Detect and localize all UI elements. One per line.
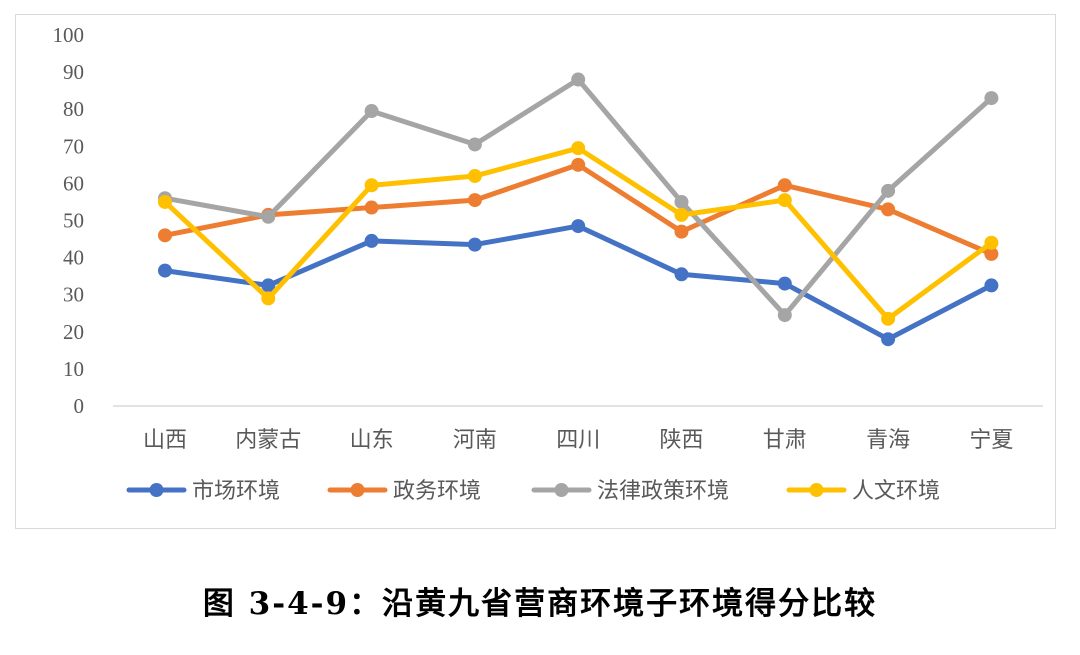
y-tick-label: 50 <box>63 209 84 233</box>
line-chart: 0 10 20 30 40 50 60 70 80 90 100 山西 内蒙古 山东 河南 四川 陕西 甘肃 青海 宁… <box>53 23 1043 504</box>
data-point <box>261 209 276 224</box>
x-tick-label: 甘肃 <box>763 428 807 453</box>
data-point <box>881 332 896 347</box>
y-tick-label: 40 <box>63 246 84 270</box>
data-point <box>158 228 172 243</box>
series-line <box>162 223 994 342</box>
data-point <box>364 200 379 215</box>
data-point <box>571 72 586 87</box>
y-tick-label: 20 <box>63 320 84 344</box>
legend-label: 政务环境 <box>393 479 481 504</box>
legend-label: 市场环境 <box>192 479 280 504</box>
x-tick-label: 宁夏 <box>969 428 1013 453</box>
data-point <box>364 104 379 119</box>
data-point <box>881 183 896 198</box>
data-point <box>571 157 586 172</box>
data-point <box>364 233 379 248</box>
data-point <box>674 194 689 209</box>
data-point <box>777 276 792 291</box>
data-point <box>467 237 482 252</box>
x-tick-label: 青海 <box>866 428 910 453</box>
series-4 <box>158 141 999 326</box>
data-point <box>571 141 586 156</box>
legend-marker <box>809 483 824 497</box>
y-tick-label: 30 <box>63 283 84 307</box>
x-tick-label: 河南 <box>453 428 497 453</box>
series-line <box>162 77 994 318</box>
legend-label: 人文环境 <box>852 479 940 504</box>
figure-caption: 图 3-4-9：沿黄九省营商环境子环境得分比较 <box>202 586 878 622</box>
data-point <box>364 178 379 193</box>
data-point <box>674 267 689 282</box>
y-tick-label: 60 <box>63 171 84 195</box>
data-point <box>261 278 276 293</box>
data-point <box>984 246 999 261</box>
series-2 <box>158 157 999 261</box>
legend-marker <box>149 483 164 497</box>
y-tick-label: 10 <box>63 357 84 381</box>
y-tick-label: 90 <box>63 60 84 84</box>
data-point <box>777 308 792 323</box>
legend-marker <box>350 483 365 497</box>
data-point <box>467 168 482 183</box>
data-point <box>984 235 999 250</box>
data-point <box>984 91 999 106</box>
chart-frame: 0 10 20 30 40 50 60 70 80 90 100 山西 内蒙古 山东 河南 四川 陕西 甘肃 青海 宁… <box>15 14 1056 529</box>
series-3 <box>158 72 999 323</box>
series-line <box>162 162 994 257</box>
data-point <box>467 193 482 208</box>
data-point <box>881 311 896 326</box>
series-1 <box>158 219 999 347</box>
data-point <box>674 207 689 222</box>
data-point <box>261 291 276 306</box>
legend-marker <box>554 483 569 497</box>
data-point <box>158 194 172 209</box>
x-tick-label: 四川 <box>556 428 600 453</box>
data-point <box>777 193 792 208</box>
y-tick-label: 80 <box>63 97 84 121</box>
y-tick-label: 70 <box>63 134 84 158</box>
data-point <box>984 278 999 293</box>
data-point <box>571 219 586 234</box>
x-tick-label: 山东 <box>350 428 394 453</box>
x-tick-label: 内蒙古 <box>235 428 301 453</box>
data-point <box>158 263 172 278</box>
y-tick-label: 0 <box>74 394 85 418</box>
data-point <box>881 202 896 217</box>
data-point <box>777 178 792 193</box>
x-tick-label: 陕西 <box>659 428 703 453</box>
x-tick-label: 山西 <box>143 428 187 453</box>
data-point <box>674 224 689 239</box>
data-point <box>467 137 482 152</box>
y-tick-label: 100 <box>53 23 85 47</box>
series-line <box>162 145 994 322</box>
legend-label: 法律政策环境 <box>597 479 729 504</box>
